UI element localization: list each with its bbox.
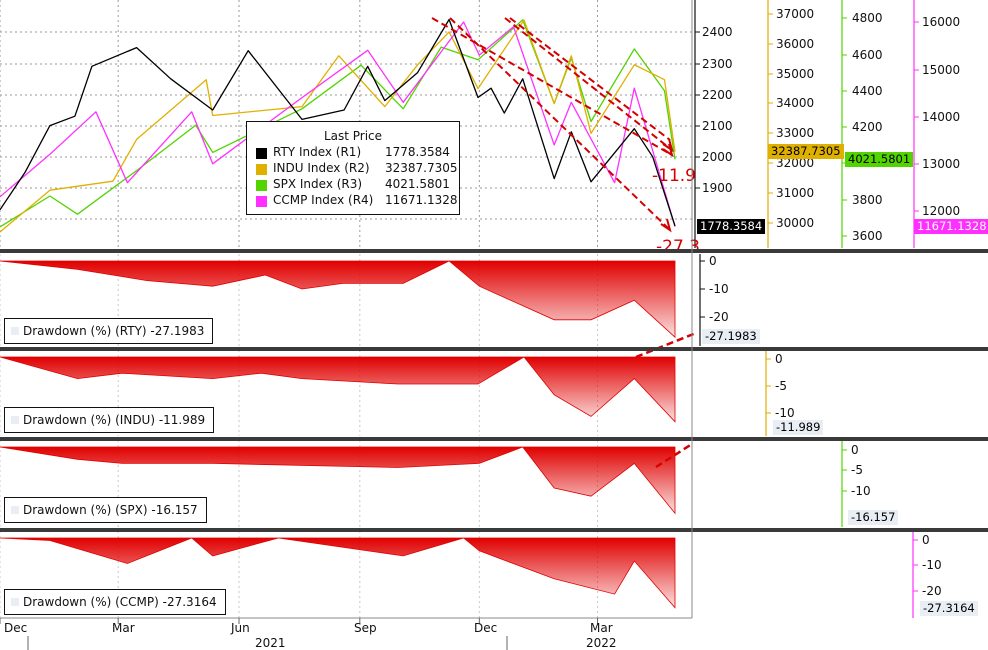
drawdown-label-ccmp: Drawdown (%) (CCMP) -27.3164 [4,589,226,615]
legend-item-spx: SPX Index (R3) 4021.5801 [247,177,459,193]
axis-tick-label: 36000 [776,37,814,51]
trend-line [509,17,671,141]
legend-swatch-spx [256,180,267,191]
drawdown-area-ccmp [0,537,676,609]
drawdown-tick-label: -20 [709,310,729,324]
drawdown-tick-label: -10 [709,282,729,296]
drawdown-label-rty: Drawdown (%) (RTY) -27.1983 [4,318,214,344]
axis-tick-label: 4600 [852,48,883,62]
series-line-ccmp [0,21,676,227]
axis-tick-label: 2300 [702,57,733,71]
axis-tick-label: 13000 [922,157,960,171]
drawdown-tag-ccmp: -27.3164 [920,601,978,616]
legend-value-rty: 1778.3584 [385,145,450,159]
drawdown-tick-label: -10 [775,406,795,420]
legend-item-indu: INDU Index (R2) 32387.7305 [247,161,459,177]
legend-swatch-indu [256,164,267,175]
drawdown-area-indu [0,356,676,423]
panel-separator [0,249,988,253]
x-axis-month-label: Dec [474,621,497,635]
x-axis-month-label: Sep [354,621,377,635]
axis-tick-label: 2100 [702,119,733,133]
axis-tick-label: 3800 [852,193,883,207]
legend-title: Last Price [323,129,383,143]
x-axis-month-label: Mar [590,621,613,635]
trend-arrow-head [660,218,672,233]
drawdown-label-spx: Drawdown (%) (SPX) -16.157 [4,497,207,523]
legend-swatch-ccmp [256,196,267,207]
axis-tick-label: 1900 [702,181,733,195]
trend-line [431,17,673,156]
axis-tick-label: 2000 [702,150,733,164]
drawdown-area-spx [0,446,676,515]
x-axis-month-label: Jun [230,621,250,635]
last-tag-ccmp: 11671.1328 [914,219,988,234]
axis-tick-label: 35000 [776,67,814,81]
panel-separator [0,528,988,532]
axis-tick-label: 33000 [776,126,814,140]
x-axis-year-label: 2021 [255,636,286,650]
legend-item-ccmp: CCMP Index (R4) 11671.1328 [247,193,459,209]
trend-line [504,17,673,151]
axis-tick-label: 4400 [852,84,883,98]
drawdown-tick-label: -10 [851,484,871,498]
series-line-rty [0,18,676,227]
panel-separator [0,437,988,441]
annotation-text: -11.9 [652,166,696,186]
axis-tick-label: 15000 [922,63,960,77]
axis-tick-label: 34000 [776,96,814,110]
drawdown-tick-label: 0 [775,352,783,366]
x-axis-month-label: Mar [112,621,135,635]
legend-name-indu: INDU Index (R2) [273,161,370,175]
drawdown-tag-rty: -27.1983 [702,329,760,344]
axis-tick-label: 3600 [852,229,883,243]
axis-tick-label: 2200 [702,88,733,102]
last-tag-spx: 4021.5801 [845,152,914,167]
axis-tick-label: 31000 [776,186,814,200]
axis-tick-label: 32000 [776,156,814,170]
legend-value-ccmp: 11671.1328 [385,193,458,207]
last-tag-rty: 1778.3584 [697,219,766,234]
trend-line [635,331,697,359]
legend-name-spx: SPX Index (R3) [273,177,363,191]
series-line-indu [0,19,676,233]
drawdown-tag-spx: -16.157 [848,510,899,525]
legend-swatch-rty [256,148,267,159]
chart-legend: Last Price RTY Index (R1) 1778.3584 INDU … [246,121,460,215]
legend-item-rty: RTY Index (R1) 1778.3584 [247,145,459,161]
axis-tick-label: 12000 [922,204,960,218]
drawdown-tick-label: 0 [709,254,717,268]
legend-value-spx: 4021.5801 [385,177,450,191]
trend-line [655,442,693,469]
drawdown-tick-label: -20 [922,584,942,598]
drawdown-area-rty [0,260,676,339]
last-tag-indu: 32387.7305 [768,144,844,159]
x-axis-month-label: Dec [4,621,27,635]
drawdown-tick-label: -5 [775,379,787,393]
drawdown-tag-indu: -11.989 [773,420,824,435]
x-axis-year-label: 2022 [586,636,617,650]
legend-value-indu: 32387.7305 [385,161,458,175]
axis-tick-label: 14000 [922,110,960,124]
drawdown-tick-label: -10 [922,558,942,572]
trend-arrow-head [662,138,674,153]
legend-name-rty: RTY Index (R1) [273,145,362,159]
legend-name-ccmp: CCMP Index (R4) [273,193,374,207]
axis-tick-label: 16000 [922,15,960,29]
panel-separator [0,347,988,351]
axis-tick-label: 4200 [852,120,883,134]
axis-tick-label: 30000 [776,216,814,230]
drawdown-tick-label: 0 [851,443,859,457]
axis-tick-label: 4800 [852,11,883,25]
axis-tick-label: 2400 [702,25,733,39]
axis-tick-label: 37000 [776,7,814,21]
drawdown-tick-label: 0 [922,533,930,547]
annotation-text: -27.3 [656,237,700,257]
drawdown-label-indu: Drawdown (%) (INDU) -11.989 [4,407,215,433]
drawdown-tick-label: -5 [851,463,863,477]
trend-line [449,17,671,231]
